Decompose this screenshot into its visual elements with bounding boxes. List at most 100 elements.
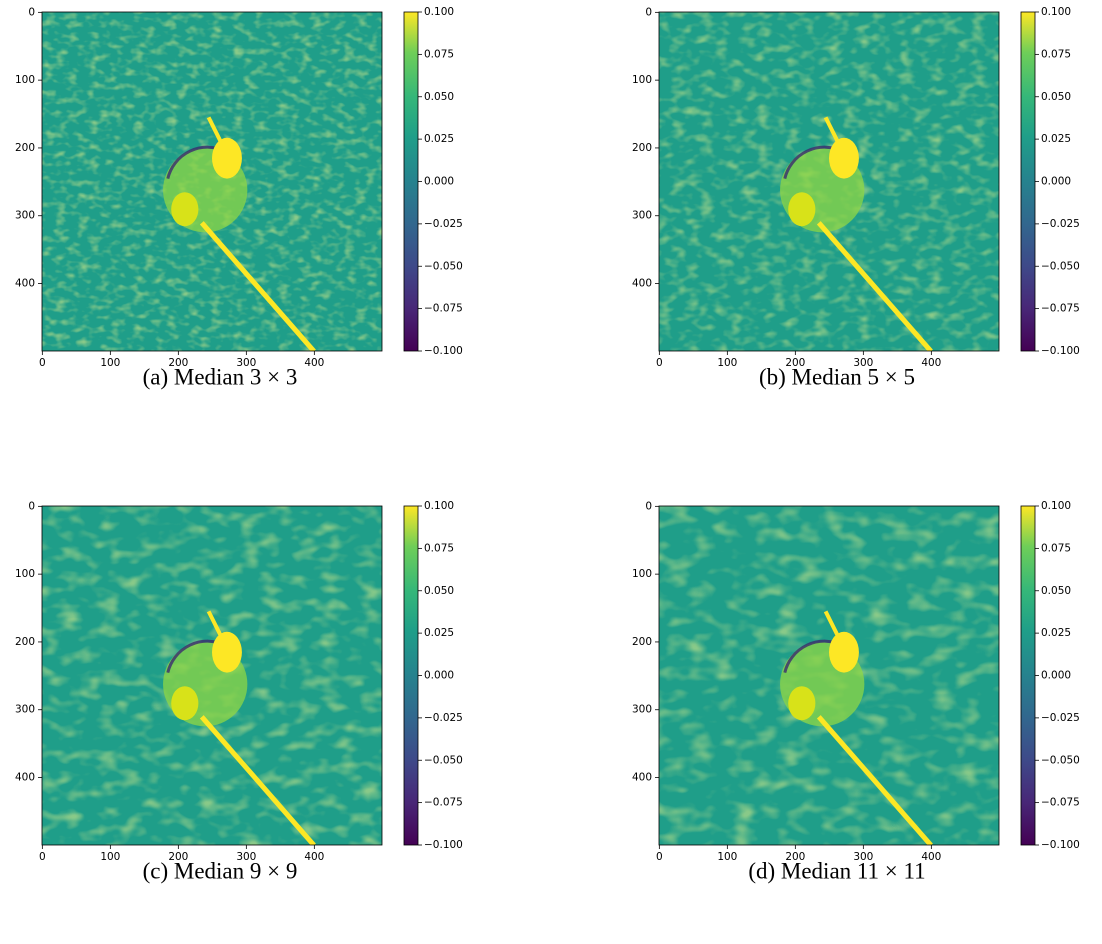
colorbar-tick-label: 0.050: [1041, 585, 1071, 597]
y-tick-label: 300: [632, 704, 652, 716]
colorbar-tick-label: 0.000: [424, 176, 454, 188]
colorbar-tick-label: 0.050: [1041, 91, 1071, 103]
x-tick-label: 0: [39, 851, 46, 863]
image-streak: [199, 221, 316, 351]
y-tick-label: 200: [15, 142, 35, 154]
panel: 0 100 200 300 400 0 100 200 300 400 −0.100 −0.075 −0…: [632, 500, 1080, 883]
caption: (b) Median 5 × 5: [759, 364, 915, 389]
panel: 0 100 200 300 400 0 100 200 300 400 −0.100 −0.075 −0…: [632, 6, 1080, 389]
x-tick-label: 300: [236, 851, 256, 863]
image-streak: [199, 715, 316, 845]
colorbar-tick-label: 0.050: [424, 91, 454, 103]
image-streak: [823, 116, 841, 146]
x-tick-label: 100: [100, 851, 120, 863]
colorbar-tick-label: −0.100: [1041, 345, 1080, 357]
colorbar-tick-label: −0.025: [424, 712, 463, 724]
colorbar-tick-label: 0.025: [1041, 133, 1071, 145]
caption: (a) Median 3 × 3: [143, 364, 298, 389]
colorbar-tick-label: 0.050: [424, 585, 454, 597]
colorbar-tick-label: 0.075: [1041, 48, 1071, 60]
y-tick-label: 0: [28, 500, 35, 512]
caption: (c) Median 9 × 9: [143, 858, 298, 883]
x-tick-label: 0: [39, 357, 46, 369]
colorbar-tick-label: −0.050: [424, 754, 463, 766]
x-tick-label: 300: [853, 357, 873, 369]
colorbar-tick-label: −0.075: [1041, 797, 1080, 809]
colorbar-tick-label: −0.100: [1041, 839, 1080, 851]
y-tick-label: 0: [28, 6, 35, 18]
image-streak: [823, 610, 841, 640]
x-tick-label: 100: [717, 851, 737, 863]
colorbar-tick-label: 0.100: [1041, 6, 1071, 18]
colorbar-tick-label: 0.025: [1041, 627, 1071, 639]
y-tick-label: 100: [15, 568, 35, 580]
axes-frame: [658, 11, 1000, 352]
y-tick-label: 400: [632, 278, 652, 290]
colorbar-tick-label: 0.100: [1041, 500, 1071, 512]
x-tick-label: 400: [304, 357, 324, 369]
x-tick-label: 300: [853, 851, 873, 863]
colorbar-tick-label: −0.050: [1041, 754, 1080, 766]
y-tick-label: 400: [632, 772, 652, 784]
colorbar-tick-label: 0.000: [1041, 670, 1071, 682]
colorbar-tick-label: 0.075: [424, 48, 454, 60]
colorbar: [403, 11, 419, 352]
panel: 0 100 200 300 400 0 100 200 300 400 −0.100 −0.075 −0…: [15, 500, 463, 883]
y-tick-label: 0: [645, 500, 652, 512]
colorbar-tick-label: −0.050: [424, 260, 463, 272]
x-tick-label: 0: [656, 357, 663, 369]
colorbar-tick-label: 0.075: [424, 542, 454, 554]
colorbar-tick-label: 0.100: [424, 500, 454, 512]
x-tick-label: 200: [168, 851, 188, 863]
axes-frame: [41, 11, 383, 352]
image: [659, 506, 999, 845]
colorbar-tick-label: 0.000: [1041, 176, 1071, 188]
colorbar: [1020, 11, 1036, 352]
image-bright: [171, 686, 199, 721]
colorbar: [403, 505, 419, 846]
colorbar-tick-label: 0.000: [424, 670, 454, 682]
image-streak: [206, 610, 224, 640]
colorbar-tick-label: −0.025: [1041, 218, 1080, 230]
colorbar-tick-label: −0.100: [424, 345, 463, 357]
image-bright: [212, 631, 242, 673]
colorbar-tick-label: 0.025: [424, 627, 454, 639]
x-tick-label: 400: [304, 851, 324, 863]
x-tick-label: 200: [785, 357, 805, 369]
image-bright: [788, 686, 816, 721]
y-tick-label: 400: [15, 278, 35, 290]
x-tick-label: 100: [100, 357, 120, 369]
colorbar-tick-label: 0.075: [1041, 542, 1071, 554]
caption: (d) Median 11 × 11: [748, 858, 925, 883]
image: [659, 12, 999, 351]
y-tick-label: 100: [632, 568, 652, 580]
y-tick-label: 400: [15, 772, 35, 784]
axes-frame: [658, 505, 1000, 846]
image-bright: [212, 137, 242, 179]
colorbar: [1020, 505, 1036, 846]
y-tick-label: 100: [15, 74, 35, 86]
y-tick-label: 300: [15, 210, 35, 222]
colorbar-tick-label: −0.075: [424, 797, 463, 809]
y-tick-label: 300: [15, 704, 35, 716]
y-tick-label: 200: [632, 142, 652, 154]
panel: 0 100 200 300 400 0 100 200 300 400 −0.100 −0.075 −0…: [15, 6, 463, 389]
colorbar-tick-label: −0.075: [1041, 303, 1080, 315]
colorbar-tick-label: −0.100: [424, 839, 463, 851]
colorbar-tick-label: −0.075: [424, 303, 463, 315]
axes-frame: [41, 505, 383, 846]
colorbar-tick-label: −0.050: [1041, 260, 1080, 272]
colorbar-tick-label: 0.025: [424, 133, 454, 145]
x-tick-label: 200: [785, 851, 805, 863]
y-tick-label: 100: [632, 74, 652, 86]
colorbar-tick-label: −0.025: [1041, 712, 1080, 724]
x-tick-label: 400: [921, 851, 941, 863]
y-tick-label: 200: [15, 636, 35, 648]
colorbar-tick-label: −0.025: [424, 218, 463, 230]
image-bright: [171, 192, 199, 227]
y-tick-label: 300: [632, 210, 652, 222]
x-tick-label: 300: [236, 357, 256, 369]
y-tick-label: 0: [645, 6, 652, 18]
x-tick-label: 200: [168, 357, 188, 369]
